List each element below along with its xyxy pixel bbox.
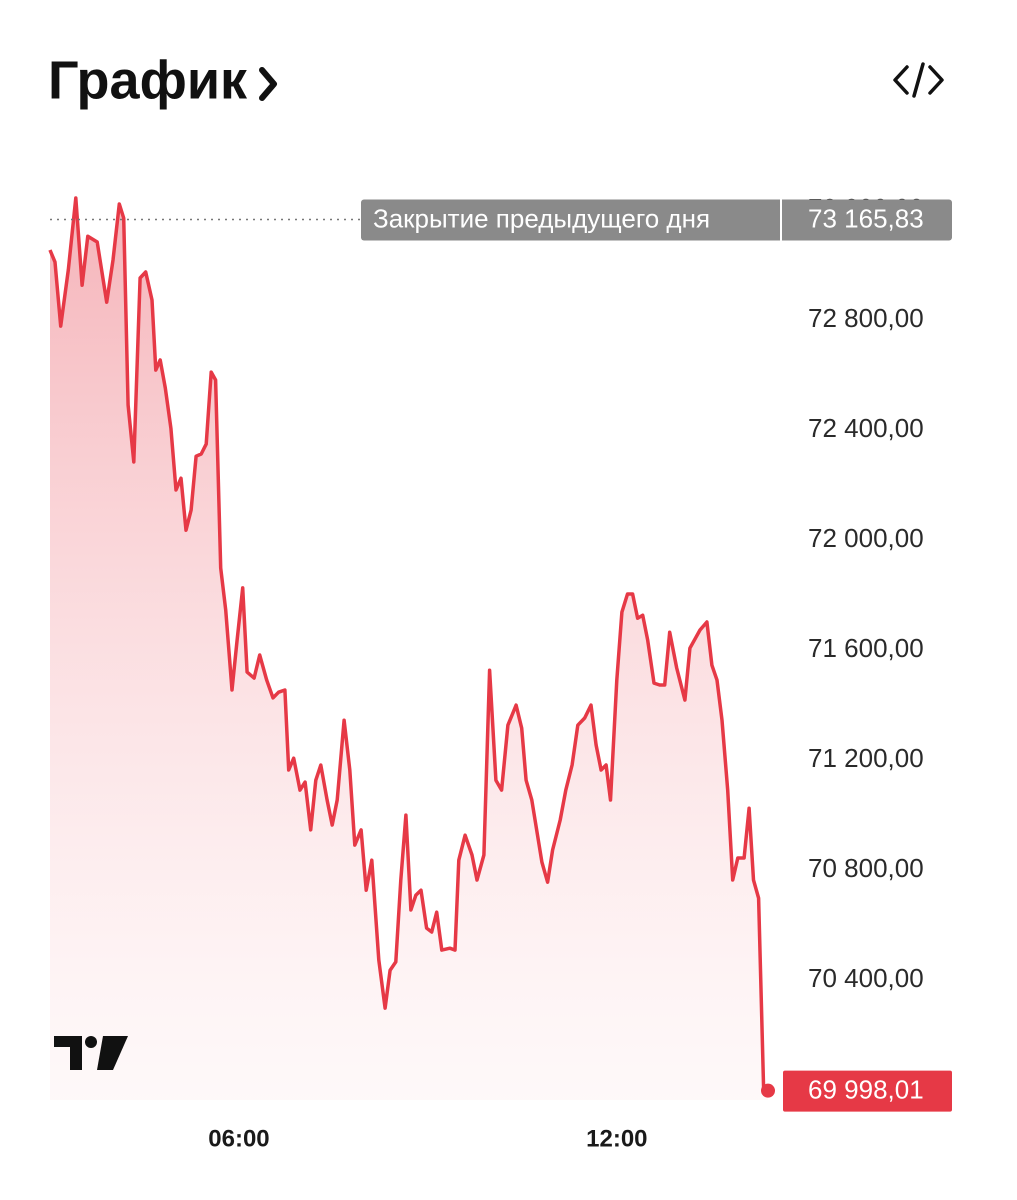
page-title[interactable]: График bbox=[48, 50, 248, 110]
embed-icon[interactable] bbox=[893, 62, 944, 98]
y-tick-label: 70 800,00 bbox=[808, 853, 924, 883]
y-tick-label: 72 400,00 bbox=[808, 413, 924, 443]
reference-label-box bbox=[361, 199, 952, 241]
x-tick-label: 12:00 bbox=[586, 1125, 647, 1152]
price-line bbox=[48, 196, 769, 1093]
reference-value-label: 73 165,83 bbox=[808, 203, 924, 233]
last-point bbox=[761, 1083, 775, 1098]
reference-label: Закрытие предыдущего дня bbox=[373, 203, 710, 233]
y-tick-label: 72 000,00 bbox=[808, 523, 924, 553]
y-tick-label: 71 600,00 bbox=[808, 633, 924, 663]
title-chevron[interactable] bbox=[259, 67, 277, 101]
current-label-box bbox=[783, 1070, 952, 1112]
x-tick-label: 06:00 bbox=[208, 1125, 269, 1152]
y-tick-label: 70 400,00 bbox=[808, 963, 924, 993]
y-tick-label: 72 800,00 bbox=[808, 303, 924, 333]
current-value-label: 69 998,01 bbox=[808, 1075, 924, 1105]
y-tick-label: 71 200,00 bbox=[808, 743, 924, 773]
tradingview-logo bbox=[54, 1036, 128, 1070]
area bbox=[50, 198, 768, 1100]
